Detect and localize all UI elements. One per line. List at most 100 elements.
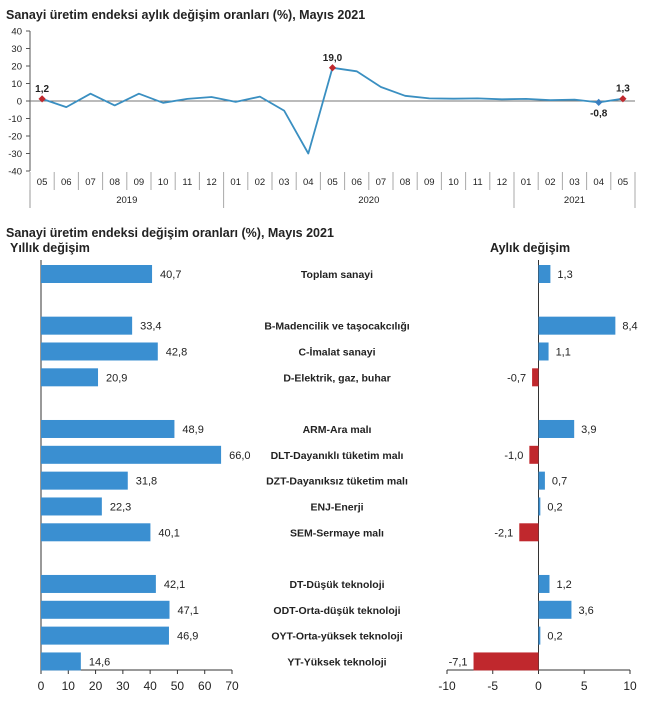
- monthly-value-label: 0,2: [547, 631, 562, 643]
- annual-value-label: 14,6: [89, 656, 110, 668]
- annual-bar: [41, 600, 170, 619]
- monthly-x-tick-label: -5: [487, 679, 498, 693]
- category-label: OYT-Orta-yüksek teknoloji: [271, 631, 402, 643]
- monthly-x-tick-label: -10: [438, 679, 456, 693]
- line-year-label: 2021: [564, 195, 585, 206]
- monthly-value-label: 1,2: [556, 579, 571, 591]
- monthly-series-header: Aylık değişim: [490, 241, 570, 255]
- monthly-value-label: -1,0: [504, 450, 523, 462]
- line-point-label: 1,2: [35, 84, 49, 95]
- line-x-tick-label: 10: [158, 177, 169, 188]
- annual-x-tick-label: 50: [171, 679, 185, 693]
- category-label: C-İmalat sanayi: [298, 345, 375, 358]
- annual-bar: [41, 419, 175, 438]
- monthly-bar: [538, 342, 549, 361]
- annual-series-header: Yıllık değişim: [10, 241, 90, 255]
- monthly-value-label: -0,7: [507, 372, 526, 384]
- line-x-tick-label: 09: [424, 177, 435, 188]
- monthly-bar: [519, 523, 539, 542]
- monthly-bar: [538, 316, 616, 335]
- annual-x-tick-label: 40: [143, 679, 157, 693]
- line-x-tick-label: 06: [61, 177, 72, 188]
- line-y-tick-label: -10: [8, 114, 22, 125]
- line-x-tick-label: 11: [473, 177, 483, 188]
- line-point-label: 19,0: [323, 53, 343, 64]
- line-year-label: 2020: [358, 195, 379, 206]
- monthly-value-label: 8,4: [622, 321, 637, 333]
- line-x-tick-label: 03: [279, 177, 290, 188]
- annual-value-label: 66,0: [229, 450, 250, 462]
- monthly-bar: [538, 626, 541, 645]
- line-series: [41, 66, 624, 155]
- category-label: D-Elektrik, gaz, buhar: [283, 372, 390, 384]
- monthly-value-label: 1,3: [557, 269, 572, 281]
- line-y-tick-label: -40: [8, 167, 22, 178]
- line-x-tick-label: 09: [134, 177, 145, 188]
- annual-bar: [41, 523, 151, 542]
- line-highlight-point: [619, 95, 627, 103]
- line-highlight-point: [38, 95, 46, 103]
- monthly-bar: [538, 265, 551, 283]
- category-label: YT-Yüksek teknoloji: [287, 656, 386, 668]
- line-x-tick-label: 03: [569, 177, 580, 188]
- line-x-tick-label: 08: [109, 177, 120, 188]
- annual-x-tick-label: 20: [89, 679, 103, 693]
- annual-bar: [41, 574, 156, 593]
- line-y-tick-label: 40: [11, 27, 22, 38]
- monthly-value-label: 3,9: [581, 424, 596, 436]
- annual-bar: [41, 471, 128, 490]
- monthly-x-tick-label: 5: [581, 679, 588, 693]
- monthly-value-label: 3,6: [578, 605, 593, 617]
- line-highlight-point: [595, 98, 603, 106]
- category-label: DT-Düşük teknoloji: [289, 579, 384, 591]
- bar-chart-title: Sanayi üretim endeksi değişim oranları (…: [6, 226, 334, 240]
- annual-bar: [41, 626, 169, 645]
- line-x-tick-label: 05: [618, 177, 629, 188]
- line-y-tick-label: -20: [8, 132, 22, 143]
- annual-bar: [41, 316, 133, 335]
- line-x-tick-label: 12: [497, 177, 508, 188]
- category-label: DLT-Dayanıklı tüketim malı: [271, 450, 404, 462]
- annual-value-label: 47,1: [178, 605, 199, 617]
- monthly-bar: [538, 600, 572, 619]
- annual-x-tick-label: 60: [198, 679, 212, 693]
- line-x-tick-label: 04: [593, 177, 604, 188]
- line-x-tick-label: 07: [85, 177, 96, 188]
- monthly-bar: [532, 368, 539, 387]
- category-label: ENJ-Enerji: [310, 501, 363, 513]
- monthly-value-label: 1,1: [556, 346, 571, 358]
- annual-value-label: 31,8: [136, 476, 157, 488]
- annual-value-label: 42,1: [164, 579, 185, 591]
- monthly-value-label: 0,7: [552, 476, 567, 488]
- category-label: Toplam sanayi: [301, 269, 373, 281]
- line-y-tick-label: 30: [11, 44, 22, 55]
- annual-value-label: 40,1: [158, 527, 179, 539]
- annual-value-label: 33,4: [140, 321, 161, 333]
- annual-x-tick-label: 10: [62, 679, 76, 693]
- annual-x-tick-label: 30: [116, 679, 130, 693]
- monthly-bar: [538, 497, 541, 516]
- category-label: B-Madencilik ve taşocakcılığı: [264, 321, 409, 333]
- line-x-tick-label: 12: [206, 177, 217, 188]
- annual-value-label: 46,9: [177, 631, 198, 643]
- monthly-x-tick-label: 0: [535, 679, 542, 693]
- line-x-tick-label: 11: [182, 177, 192, 188]
- line-x-tick-label: 08: [400, 177, 411, 188]
- annual-value-label: 48,9: [182, 424, 203, 436]
- annual-x-tick-label: 70: [225, 679, 239, 693]
- annual-value-label: 42,8: [166, 346, 187, 358]
- line-x-tick-label: 01: [230, 177, 241, 188]
- line-y-tick-label: 0: [17, 97, 22, 108]
- line-point-label: -0,8: [590, 108, 608, 119]
- annual-x-tick-label: 0: [38, 679, 45, 693]
- monthly-value-label: -7,1: [449, 656, 468, 668]
- monthly-bar: [473, 652, 539, 671]
- annual-value-label: 22,3: [110, 501, 131, 513]
- line-chart: 40 30 20 10 0 -10 -20 -30 -40 05 06 07 08 09 10 11 12 01 0…: [8, 27, 636, 208]
- annual-value-label: 40,7: [160, 269, 181, 281]
- line-x-tick-label: 05: [327, 177, 338, 188]
- line-x-tick-label: 07: [376, 177, 387, 188]
- monthly-x-tick-label: 10: [623, 679, 637, 693]
